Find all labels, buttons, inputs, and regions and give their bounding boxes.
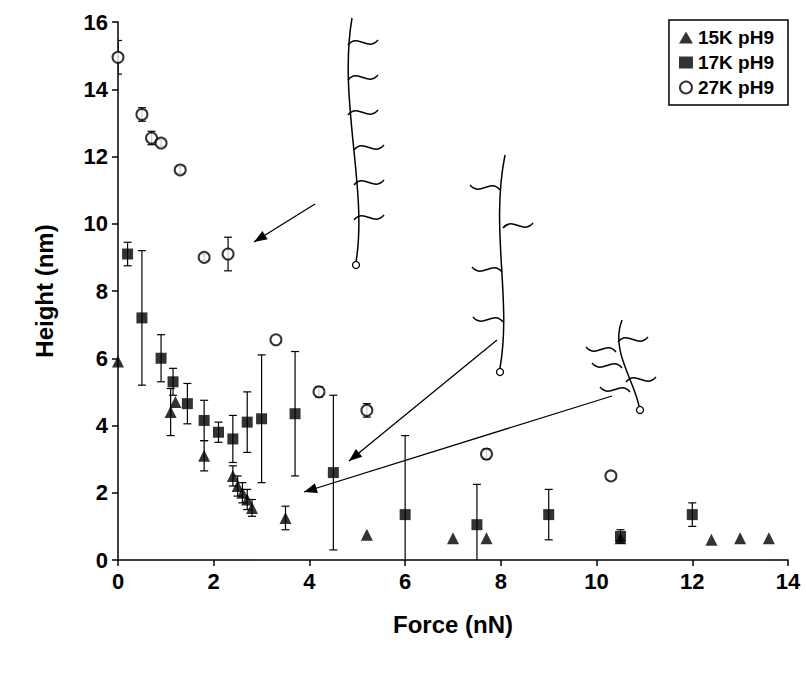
svg-text:6: 6 bbox=[96, 346, 108, 371]
svg-text:0: 0 bbox=[112, 569, 124, 594]
svg-text:Height (nm): Height (nm) bbox=[31, 224, 58, 357]
svg-text:27K pH9: 27K pH9 bbox=[698, 77, 774, 98]
svg-text:8: 8 bbox=[495, 569, 507, 594]
svg-text:12: 12 bbox=[84, 144, 108, 169]
svg-text:14: 14 bbox=[84, 77, 109, 102]
svg-text:2: 2 bbox=[208, 569, 220, 594]
svg-text:8: 8 bbox=[96, 279, 108, 304]
svg-text:15K pH9: 15K pH9 bbox=[698, 27, 774, 48]
svg-text:4: 4 bbox=[96, 413, 109, 438]
svg-text:6: 6 bbox=[399, 569, 411, 594]
svg-text:14: 14 bbox=[776, 569, 801, 594]
svg-text:10: 10 bbox=[584, 569, 608, 594]
svg-text:10: 10 bbox=[84, 211, 108, 236]
svg-text:Force (nN): Force (nN) bbox=[393, 611, 513, 638]
svg-text:17K pH9: 17K pH9 bbox=[698, 52, 774, 73]
svg-text:2: 2 bbox=[96, 480, 108, 505]
svg-text:12: 12 bbox=[680, 569, 704, 594]
svg-text:4: 4 bbox=[303, 569, 316, 594]
svg-text:0: 0 bbox=[96, 548, 108, 573]
svg-text:16: 16 bbox=[84, 10, 108, 35]
